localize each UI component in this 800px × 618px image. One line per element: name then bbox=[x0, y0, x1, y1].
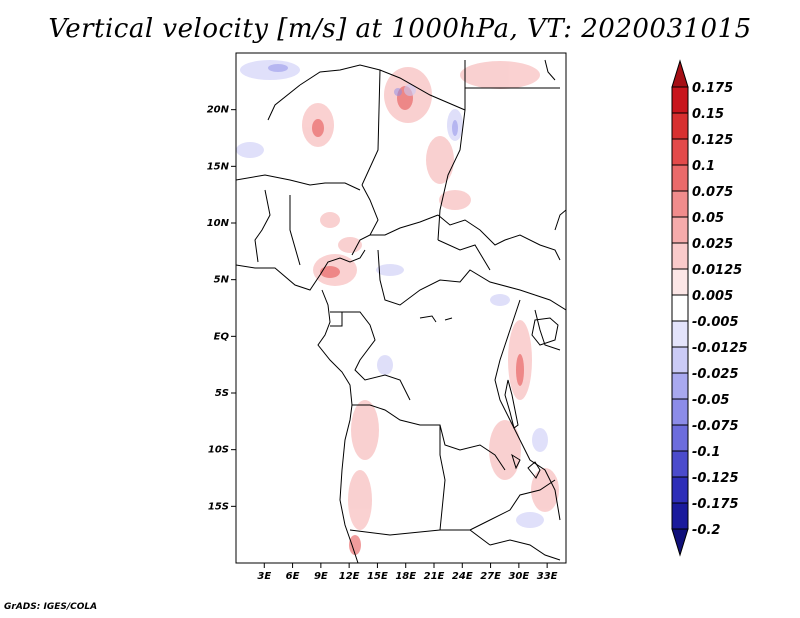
lon-tick-label: 9E bbox=[314, 571, 328, 582]
colorbar-level-label: 0.025 bbox=[692, 237, 733, 252]
lon-tick-label: 18E bbox=[395, 571, 416, 582]
lon-tick-label: 21E bbox=[424, 571, 445, 582]
lat-tick-label: 5S bbox=[215, 388, 229, 399]
lon-tick-label: 15E bbox=[367, 571, 388, 582]
colorbar-level-label: -0.025 bbox=[692, 367, 739, 382]
colorbar-level-label: -0.2 bbox=[692, 523, 720, 538]
colorbar-swatch bbox=[671, 502, 689, 530]
lake-outlines bbox=[419, 315, 559, 479]
colorbar-swatch bbox=[671, 450, 689, 478]
colorbar-top-arrow bbox=[671, 59, 689, 88]
lat-tick-label: 5N bbox=[214, 275, 230, 286]
colorbar-level-label: -0.0125 bbox=[692, 341, 748, 356]
colorbar-swatch bbox=[671, 294, 689, 322]
lon-tick-label: 3E bbox=[257, 571, 271, 582]
colorbar-swatch bbox=[671, 164, 689, 192]
colorbar-swatch bbox=[671, 138, 689, 166]
lon-tick-label: 30E bbox=[508, 571, 529, 582]
lat-tick-label: 15S bbox=[208, 501, 229, 512]
longitude-axis: 3E 6E 9E 12E 15E 18E 21E 24E 27E 30E 33E bbox=[257, 563, 558, 582]
colorbar-swatch bbox=[671, 398, 689, 426]
lat-tick-label: 10S bbox=[208, 445, 229, 456]
country-borders bbox=[236, 59, 566, 563]
map-title: Vertical velocity [m/s] at 1000hPa, VT: … bbox=[48, 14, 752, 44]
lon-tick-label: 33E bbox=[537, 571, 558, 582]
colorbar-level-label: 0.1 bbox=[692, 159, 715, 174]
colorbar-level-label: -0.075 bbox=[692, 419, 739, 434]
colorbar-level-label: -0.005 bbox=[692, 315, 739, 330]
lon-tick-label: 6E bbox=[286, 571, 300, 582]
lon-tick-label: 24E bbox=[452, 571, 473, 582]
colorbar-swatch bbox=[671, 320, 689, 348]
latitude-axis: 20N 15N 10N 5N EQ 5S 10S 15S bbox=[207, 105, 236, 512]
colorbar-swatch bbox=[671, 476, 689, 504]
colorbar-swatch bbox=[671, 242, 689, 270]
lon-tick-label: 27E bbox=[480, 571, 501, 582]
lat-tick-label: EQ bbox=[214, 331, 230, 342]
colorbar-level-label: -0.125 bbox=[692, 471, 739, 486]
colorbar-swatch bbox=[671, 190, 689, 218]
map-frame bbox=[235, 52, 567, 564]
colorbar-level-label: 0.075 bbox=[692, 185, 733, 200]
colorbar-level-label: 0.05 bbox=[692, 211, 724, 226]
lat-tick-label: 10N bbox=[207, 218, 230, 229]
velocity-field bbox=[236, 60, 559, 555]
colorbar-level-label: -0.1 bbox=[692, 445, 720, 460]
lat-tick-label: 15N bbox=[207, 161, 230, 172]
colorbar-swatch bbox=[671, 346, 689, 374]
colorbar-swatch bbox=[671, 424, 689, 452]
lat-tick-label: 20N bbox=[207, 105, 230, 116]
colorbar-swatch bbox=[671, 372, 689, 400]
colorbar-level-label: 0.125 bbox=[692, 133, 733, 148]
colorbar-level-label: -0.05 bbox=[692, 393, 729, 408]
colorbar-swatch bbox=[671, 216, 689, 244]
colorbar-level-label: 0.005 bbox=[692, 289, 733, 304]
lon-tick-label: 12E bbox=[339, 571, 360, 582]
colorbar-swatch bbox=[671, 112, 689, 140]
colorbar-level-label: 0.15 bbox=[692, 107, 724, 122]
colorbar: 0.175 0.15 0.125 0.1 0.075 0.05 0.025 0.0125 0.0… bbox=[671, 59, 748, 557]
grads-credit: GrADS: IGES/COLA bbox=[4, 602, 98, 612]
colorbar-bottom-arrow bbox=[671, 528, 689, 557]
colorbar-level-label: 0.175 bbox=[692, 81, 733, 96]
colorbar-level-label: 0.0125 bbox=[692, 263, 742, 278]
colorbar-level-label: -0.175 bbox=[692, 497, 739, 512]
colorbar-swatch bbox=[671, 86, 689, 114]
colorbar-swatch bbox=[671, 268, 689, 296]
